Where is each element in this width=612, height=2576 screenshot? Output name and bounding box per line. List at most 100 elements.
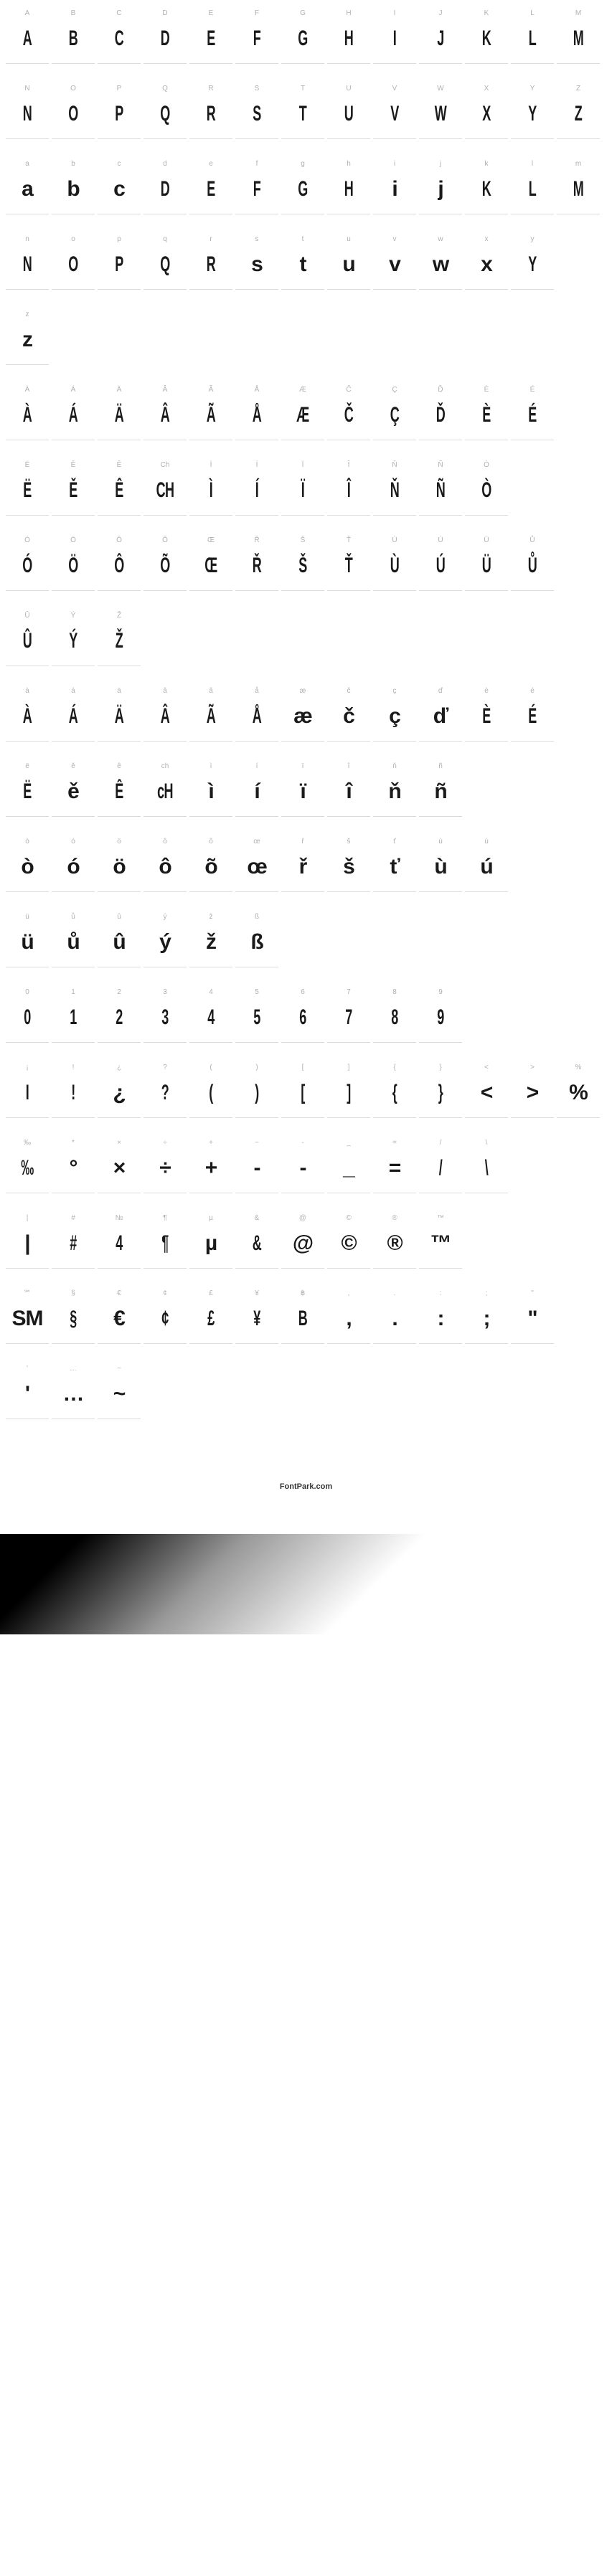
glyph-cell: yY <box>511 235 554 290</box>
glyph-cell: pP <box>98 235 141 290</box>
glyph-character: " <box>511 1299 554 1339</box>
glyph-cell: åÅ <box>235 686 278 742</box>
glyph-character: Ů <box>519 546 545 586</box>
glyph-character: w <box>419 245 462 285</box>
glyph-character: Ç <box>382 395 408 435</box>
glyph-label: 4 <box>189 988 232 998</box>
glyph-cell: QQ <box>143 84 187 139</box>
glyph-character: P <box>106 245 132 285</box>
glyph-character: § <box>60 1299 86 1339</box>
glyph-label: Ú <box>419 536 462 546</box>
glyph-character: { <box>382 1073 408 1113</box>
glyph-label: I <box>373 9 416 19</box>
glyph-character: È <box>474 395 499 435</box>
glyph-label: £ <box>189 1289 232 1299</box>
glyph-row: ℠SM§§€€¢¢££¥¥฿B,,..::;;"" <box>6 1289 606 1344</box>
glyph-label: T <box>281 84 324 94</box>
glyph-character: … <box>52 1374 95 1414</box>
glyph-label: W <box>419 84 462 94</box>
glyph-character: 7 <box>336 998 362 1038</box>
glyph-cell: 99 <box>419 988 462 1043</box>
glyph-character: Å <box>244 696 270 737</box>
glyph-label: Ň <box>373 460 416 470</box>
glyph-label: š <box>327 837 370 847</box>
glyph-character: Â <box>152 395 178 435</box>
glyph-label: # <box>52 1213 95 1223</box>
glyph-label: R <box>189 84 232 94</box>
glyph-label: ï <box>281 762 324 772</box>
glyph-cell: ++ <box>189 1138 232 1193</box>
glyph-label: § <box>52 1289 95 1299</box>
glyph-label: ; <box>465 1289 508 1299</box>
glyph-label: v <box>373 235 416 245</box>
glyph-row: àÀáÁäÄâÂãÃåÅææččççďďèÈéÉ <box>6 686 606 742</box>
glyph-label: Y <box>511 84 554 94</box>
glyph-cell: ~~ <box>98 1364 141 1419</box>
glyph-character: 0 <box>14 998 40 1038</box>
glyph-label: Ď <box>419 385 462 395</box>
glyph-character: Î <box>336 470 362 511</box>
glyph-character: / <box>428 1148 453 1188</box>
glyph-character: ¥ <box>244 1299 270 1339</box>
glyph-character: A <box>14 19 40 59</box>
glyph-cell: "" <box>511 1289 554 1344</box>
glyph-character: Ã <box>198 395 224 435</box>
glyph-cell: ## <box>52 1213 95 1269</box>
glyph-cell: PP <box>98 84 141 139</box>
glyph-cell: 88 <box>373 988 416 1043</box>
glyph-cell: ÜÜ <box>465 536 508 591</box>
glyph-label: È <box>465 385 508 395</box>
glyph-character: . <box>373 1299 416 1339</box>
glyph-label: / <box>419 1138 462 1148</box>
glyph-cell: CC <box>98 9 141 64</box>
glyph-cell: ůů <box>52 912 95 967</box>
glyph-label: ö <box>98 837 141 847</box>
glyph-label: æ <box>281 686 324 696</box>
glyph-cell: ßß <box>235 912 278 967</box>
glyph-character: Œ <box>198 546 224 586</box>
glyph-cell: TT <box>281 84 324 139</box>
glyph-character: Ó <box>14 546 40 586</box>
glyph-character: ó <box>52 847 95 887</box>
glyph-label: Û <box>6 611 49 621</box>
glyph-chart: AABBCCDDEEFFGGHHIIJJKKLLMMNNOOPPQQRRSSTT… <box>0 0 612 1454</box>
glyph-label: ý <box>143 912 187 922</box>
glyph-cell: ฿B <box>281 1289 324 1344</box>
glyph-character: Ö <box>60 546 86 586</box>
glyph-character: M <box>565 19 591 59</box>
glyph-character: SM <box>6 1299 49 1339</box>
glyph-cell: RR <box>189 84 232 139</box>
glyph-label: Ý <box>52 611 95 621</box>
glyph-label: S <box>235 84 278 94</box>
glyph-character: ß <box>235 922 278 962</box>
glyph-character: K <box>474 19 499 59</box>
glyph-label: ¶ <box>143 1213 187 1223</box>
glyph-label: Ě <box>52 460 95 470</box>
glyph-cell: ÆÆ <box>281 385 324 440</box>
glyph-character: R <box>198 245 224 285</box>
glyph-cell: gG <box>281 159 324 214</box>
glyph-character: \ <box>474 1148 499 1188</box>
glyph-character: Š <box>290 546 316 586</box>
glyph-cell: ×× <box>98 1138 141 1193</box>
glyph-character: ô <box>143 847 187 887</box>
glyph-label: a <box>6 159 49 169</box>
glyph-character: Â <box>152 696 178 737</box>
glyph-cell: -- <box>281 1138 324 1193</box>
glyph-character: I <box>14 1073 40 1113</box>
glyph-character: # <box>60 1223 86 1264</box>
glyph-character: ñ <box>419 772 462 812</box>
glyph-label: } <box>419 1063 462 1073</box>
glyph-cell: ŘŘ <box>235 536 278 591</box>
glyph-label: Å <box>235 385 278 395</box>
glyph-label: Ö <box>52 536 95 546</box>
glyph-label: f <box>235 159 278 169</box>
glyph-character: Č <box>336 395 362 435</box>
glyph-cell: №4 <box>98 1213 141 1269</box>
glyph-character: µ <box>189 1223 232 1264</box>
glyph-cell: ÚÚ <box>419 536 462 591</box>
glyph-cell: || <box>6 1213 49 1269</box>
glyph-cell: << <box>465 1063 508 1118</box>
glyph-cell: cc <box>98 159 141 214</box>
glyph-cell: …… <box>52 1364 95 1419</box>
